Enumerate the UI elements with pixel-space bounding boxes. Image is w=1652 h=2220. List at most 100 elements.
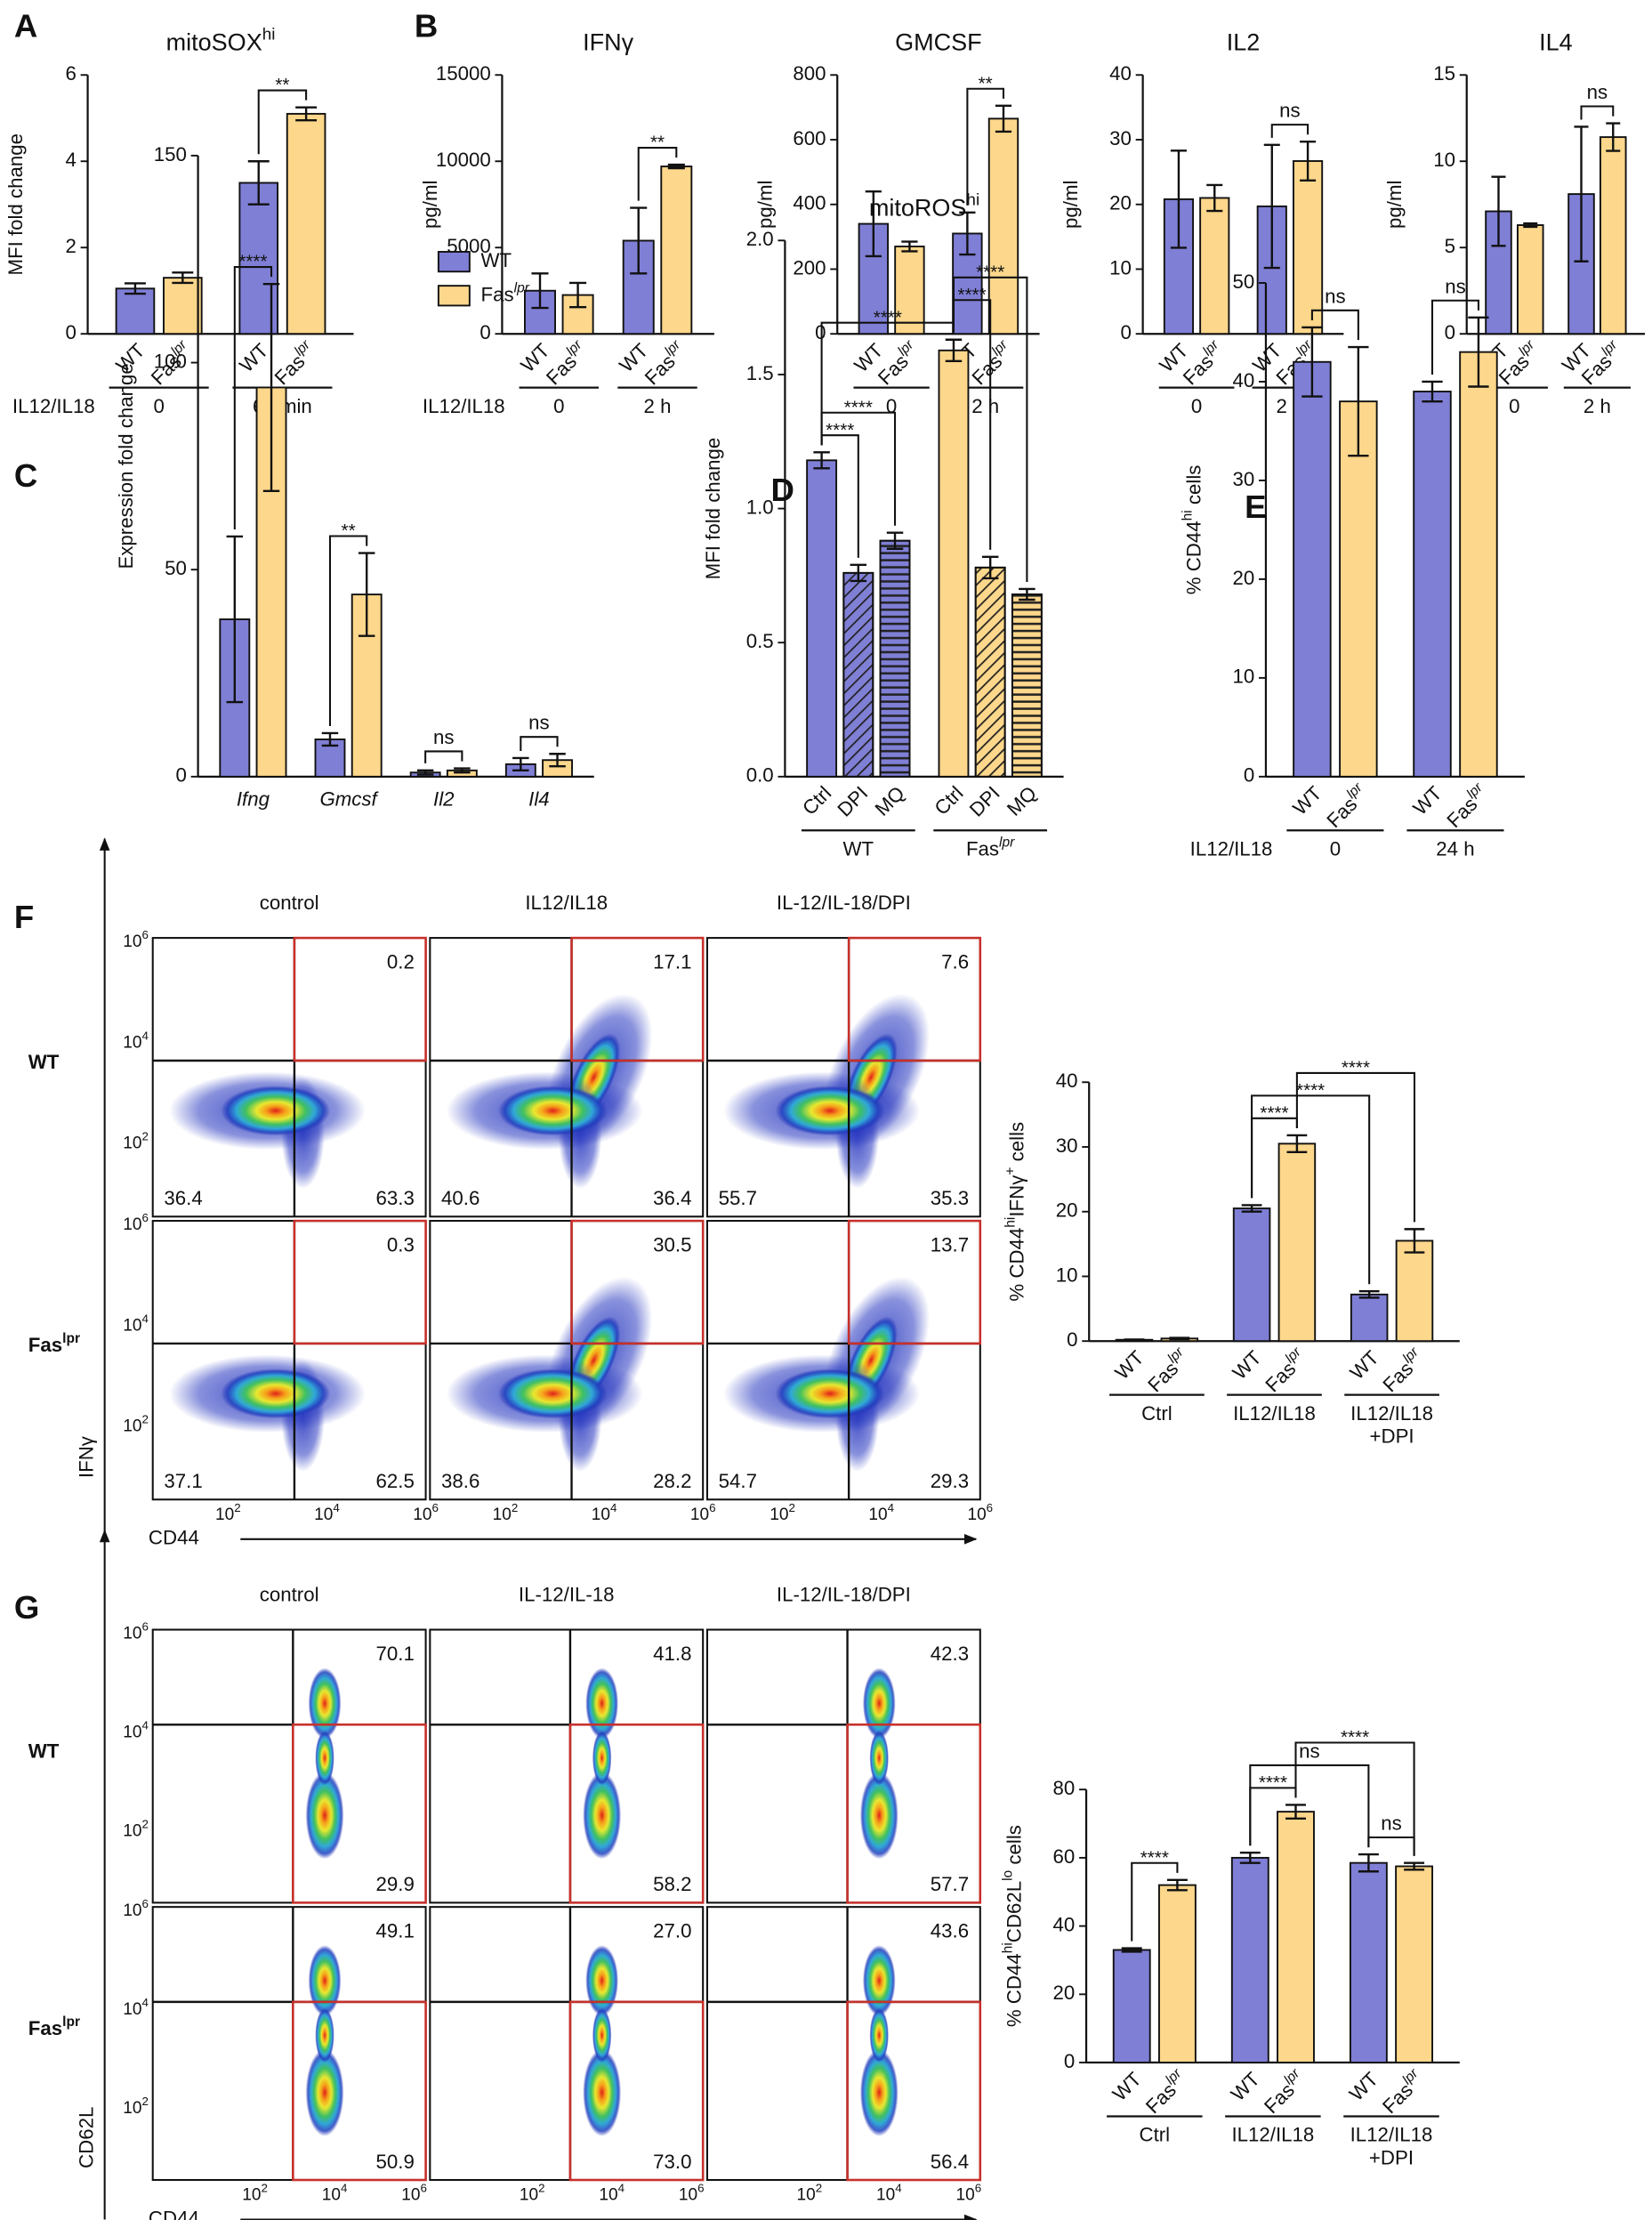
x-tick-label-part: 4 bbox=[333, 1501, 340, 1514]
y-tick-label-part: 6 bbox=[142, 1619, 149, 1633]
density-blob bbox=[308, 1945, 342, 2016]
significance-label: ns bbox=[1587, 81, 1608, 103]
x-tick-label-part: 10 bbox=[215, 1506, 234, 1524]
group-label-line: +DPI bbox=[1370, 1425, 1414, 1447]
y-tick-label-part: 10 bbox=[123, 2000, 141, 2019]
quadrant-percent: 36.4 bbox=[164, 1187, 202, 1209]
x-tick-label-part: 4 bbox=[610, 1501, 617, 1514]
x-tick-label-part: 2 bbox=[788, 1501, 794, 1514]
x-tick-label-part: 4 bbox=[888, 1501, 895, 1514]
gate-highlight bbox=[292, 1723, 427, 1904]
significance-bracket bbox=[1310, 309, 1359, 341]
group-label: IL12/IL18 +DPI bbox=[1350, 2124, 1433, 2169]
plot-frame bbox=[705, 1628, 981, 1904]
y-tick-label: 60 bbox=[1053, 1845, 1076, 1868]
x-tick-label: 106 bbox=[679, 2182, 705, 2205]
error-bar bbox=[1523, 222, 1538, 229]
y-tick-label-part: 6 bbox=[142, 928, 149, 941]
error-bar bbox=[1358, 1290, 1380, 1299]
y-tick-label: 5 bbox=[1445, 235, 1455, 257]
x-tick-label: 104 bbox=[314, 1501, 340, 1524]
y-tick-label-part: 4 bbox=[142, 1312, 149, 1325]
plot-frame bbox=[429, 1906, 705, 2182]
gate-highlight bbox=[570, 1219, 705, 1345]
y-tick-label: 10 bbox=[1109, 256, 1132, 279]
column-title: IL12/IL18 bbox=[525, 892, 608, 914]
x-tick-label-part: 4 bbox=[895, 2182, 902, 2195]
y-axis-label-part: IFNγ bbox=[1006, 1175, 1028, 1217]
error-bar bbox=[886, 531, 904, 550]
density-blob bbox=[862, 1667, 896, 1740]
significance-bracket bbox=[637, 147, 678, 201]
error-bar bbox=[1301, 326, 1323, 398]
significance-bracket bbox=[1249, 1764, 1370, 1848]
error-bar bbox=[667, 163, 685, 170]
bar-hatch bbox=[974, 566, 1006, 778]
x-tick-label: 102 bbox=[242, 2182, 268, 2205]
y-tick-label: 800 bbox=[793, 62, 826, 85]
plot-frame bbox=[151, 1906, 427, 2182]
significance-bracket bbox=[1294, 1741, 1415, 1856]
significance-bracket bbox=[1270, 124, 1310, 138]
column-title: IL-12/IL-18/DPI bbox=[777, 892, 911, 914]
bar-label: WT bbox=[1108, 2068, 1146, 2105]
y-tick-label-part: 10 bbox=[123, 1134, 141, 1153]
error-bar bbox=[1019, 587, 1036, 601]
y-tick-label: 40 bbox=[1053, 1913, 1076, 1935]
density-blob bbox=[869, 1731, 890, 1786]
y-tick-label: 10 bbox=[1433, 149, 1455, 171]
y-tick-label: 10 bbox=[1056, 1263, 1078, 1286]
y-axis-label: pg/ml bbox=[1383, 181, 1406, 229]
error-bar bbox=[1348, 345, 1369, 457]
x-tick-label: 102 bbox=[770, 1501, 795, 1524]
row-label-part: lpr bbox=[62, 2014, 80, 2030]
y-tick-label: 30 bbox=[1109, 127, 1132, 149]
density-blob bbox=[592, 1731, 612, 1786]
x-tick-label-part: 6 bbox=[975, 2182, 981, 2195]
y-axis-label: Expression fold change bbox=[115, 363, 137, 569]
y-tick-label-part: 10 bbox=[123, 2099, 141, 2118]
error-bar bbox=[1121, 1947, 1142, 1953]
row-label-part: lpr bbox=[62, 1331, 80, 1346]
error-bar bbox=[531, 272, 549, 310]
panel-letter: C bbox=[14, 457, 37, 494]
y-tick-label: 102 bbox=[123, 1413, 149, 1436]
error-bar bbox=[850, 563, 867, 583]
x-tick-label: 102 bbox=[215, 1501, 241, 1524]
significance-label: ** bbox=[650, 133, 665, 153]
bar bbox=[1112, 1949, 1151, 2064]
group-label: 0 bbox=[886, 395, 897, 417]
quadrant-percent: 43.6 bbox=[931, 1920, 969, 1942]
y-tick-label: 20 bbox=[1053, 1982, 1076, 2004]
quadrant-percent: 29.9 bbox=[376, 1873, 415, 1895]
column-title: IL-12/IL-18/DPI bbox=[777, 1583, 911, 1605]
bar-label: WT bbox=[1345, 2068, 1382, 2105]
row-label: IL12/IL18 bbox=[1190, 837, 1273, 860]
significance-bracket bbox=[233, 266, 273, 530]
y-axis-label: IFNγ bbox=[75, 1435, 97, 1478]
significance-label: **** bbox=[957, 285, 986, 305]
bar-label: Faslpr bbox=[1259, 1344, 1311, 1396]
error-bar bbox=[1358, 1853, 1379, 1873]
flow-plot bbox=[429, 1906, 705, 2182]
quadrant-percent: 0.2 bbox=[387, 951, 415, 973]
column-title: control bbox=[260, 892, 319, 914]
plot-frame bbox=[705, 937, 981, 1218]
y-axis-label-part: cells bbox=[1006, 1122, 1028, 1167]
x-tick-label-part: 6 bbox=[431, 1501, 438, 1514]
significance-label: ns bbox=[1279, 100, 1301, 122]
significance-label: ns bbox=[1381, 1812, 1402, 1835]
bar bbox=[1395, 1239, 1434, 1343]
significance-bracket bbox=[520, 736, 559, 751]
group-label: Ifng bbox=[237, 788, 270, 811]
quadrant-percent: 73.0 bbox=[653, 2151, 691, 2173]
error-bar bbox=[358, 552, 375, 637]
plot-frame bbox=[151, 1628, 427, 1904]
error-bar bbox=[995, 104, 1012, 133]
y-tick-label: 1.0 bbox=[746, 496, 774, 518]
x-tick-label: 104 bbox=[322, 2182, 348, 2205]
quadrant-percent: 7.6 bbox=[941, 951, 969, 973]
y-tick-label: 2.0 bbox=[746, 228, 774, 250]
y-axis-label: pg/ml bbox=[754, 181, 777, 229]
